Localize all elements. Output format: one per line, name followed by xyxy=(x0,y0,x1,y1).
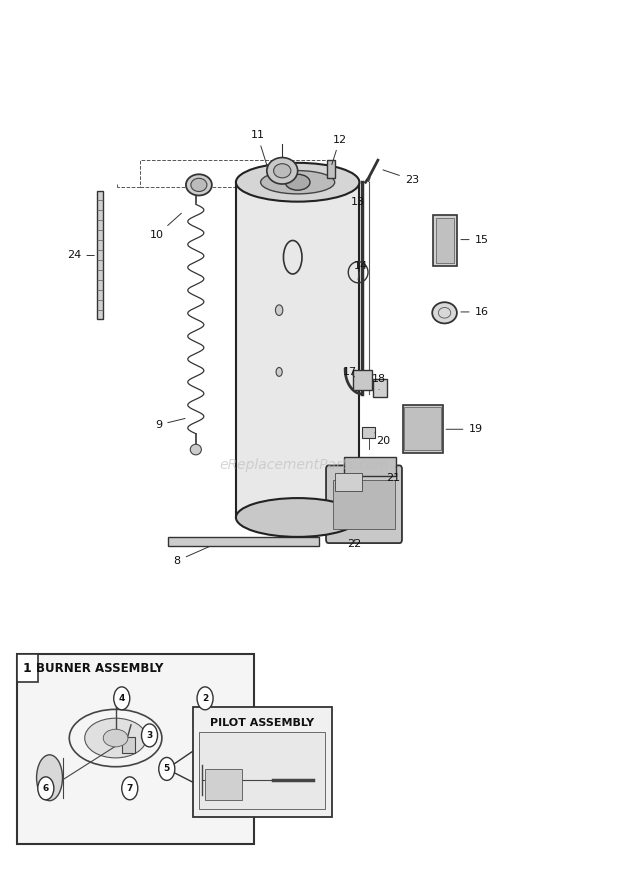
Text: 8: 8 xyxy=(174,547,209,566)
Text: 24: 24 xyxy=(67,250,94,260)
Bar xyxy=(353,370,372,389)
Circle shape xyxy=(113,687,130,710)
Text: 14: 14 xyxy=(354,261,368,271)
Text: 9: 9 xyxy=(155,419,185,430)
Bar xyxy=(236,182,360,518)
Text: 22: 22 xyxy=(347,539,361,549)
Ellipse shape xyxy=(85,719,146,758)
Bar xyxy=(17,654,38,682)
Text: 17: 17 xyxy=(343,367,357,377)
Ellipse shape xyxy=(260,171,335,194)
Ellipse shape xyxy=(275,304,283,315)
Circle shape xyxy=(141,724,157,747)
Bar xyxy=(334,480,394,529)
Ellipse shape xyxy=(267,158,298,184)
Circle shape xyxy=(197,687,213,710)
Bar xyxy=(327,160,335,178)
Text: 21: 21 xyxy=(386,466,401,483)
Text: 15: 15 xyxy=(461,235,489,244)
Ellipse shape xyxy=(432,302,457,323)
Text: 3: 3 xyxy=(146,731,153,740)
Text: 10: 10 xyxy=(150,213,182,240)
Text: 4: 4 xyxy=(118,694,125,703)
Bar xyxy=(436,219,454,263)
Ellipse shape xyxy=(104,729,128,747)
Text: BURNER ASSEMBLY: BURNER ASSEMBLY xyxy=(37,662,164,675)
Bar xyxy=(199,732,326,809)
Text: 23: 23 xyxy=(383,170,419,185)
Ellipse shape xyxy=(285,174,310,190)
Text: 12: 12 xyxy=(332,135,347,165)
Ellipse shape xyxy=(190,444,202,455)
Ellipse shape xyxy=(186,174,212,196)
Text: 19: 19 xyxy=(446,424,482,435)
Bar xyxy=(344,457,396,476)
Text: 11: 11 xyxy=(250,130,268,168)
Bar xyxy=(97,191,104,319)
Ellipse shape xyxy=(236,163,360,202)
Text: 7: 7 xyxy=(126,784,133,793)
Bar xyxy=(363,427,375,438)
Bar xyxy=(402,404,443,453)
Ellipse shape xyxy=(276,367,282,376)
Text: 1: 1 xyxy=(23,662,32,675)
Bar xyxy=(335,473,363,491)
Text: eReplacementParts.com: eReplacementParts.com xyxy=(219,458,389,472)
Bar xyxy=(17,654,254,844)
Text: 5: 5 xyxy=(164,765,170,773)
Text: 20: 20 xyxy=(375,433,391,446)
Circle shape xyxy=(122,777,138,800)
Text: 18: 18 xyxy=(372,374,386,389)
Ellipse shape xyxy=(37,755,63,801)
Text: 13: 13 xyxy=(351,196,365,207)
FancyBboxPatch shape xyxy=(326,466,402,543)
Ellipse shape xyxy=(191,178,207,191)
Bar xyxy=(205,769,242,800)
Bar xyxy=(433,215,457,266)
Bar xyxy=(140,160,335,187)
Text: PILOT ASSEMBLY: PILOT ASSEMBLY xyxy=(210,718,314,728)
Circle shape xyxy=(38,777,54,800)
Bar xyxy=(373,379,386,396)
Bar xyxy=(404,407,441,450)
Bar xyxy=(193,707,332,818)
Bar xyxy=(168,537,319,546)
Ellipse shape xyxy=(236,498,360,537)
Text: 6: 6 xyxy=(43,784,49,793)
Circle shape xyxy=(159,758,175,781)
Bar xyxy=(122,737,135,753)
Text: 2: 2 xyxy=(202,694,208,703)
Ellipse shape xyxy=(273,164,291,178)
Text: 16: 16 xyxy=(461,307,489,317)
